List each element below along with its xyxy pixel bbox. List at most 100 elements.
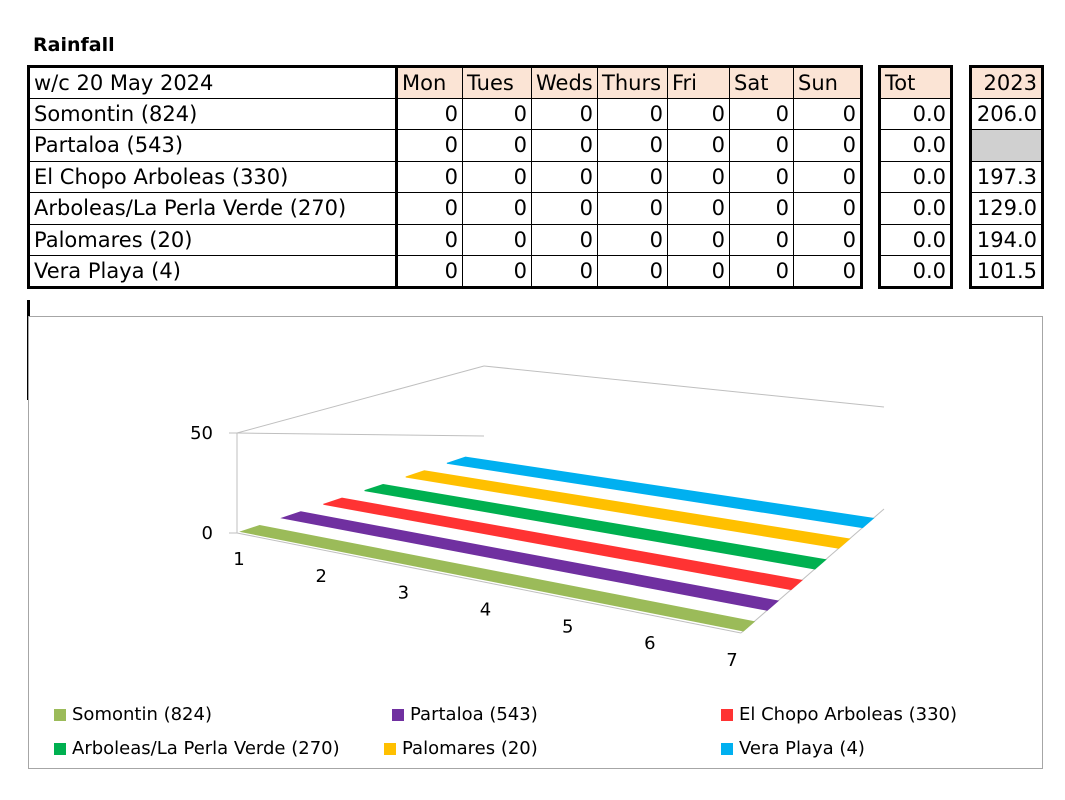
rain-cell: 0 (729, 223, 794, 256)
year-cell (970, 129, 1043, 162)
rain-cell: 0 (531, 192, 598, 225)
chart-area: 0 50 1 2 3 4 5 6 7 Somontin (824) Partaloa (543) E… (28, 316, 1043, 769)
legend-entry: Partaloa (543) (392, 704, 538, 725)
page-title: Rainfall (33, 34, 115, 56)
table-row: Partaloa (543) 0 0 0 0 0 0 0 (28, 129, 862, 162)
table-row: El Chopo Arboleas (330) 0 0 0 0 0 0 0 (28, 160, 862, 193)
legend-entry: Arboleas/La Perla Verde (270) (54, 738, 340, 759)
table-header-row: w/c 20 May 2024 Mon Tues Weds Thurs Fri … (28, 66, 862, 99)
table-row: Arboleas/La Perla Verde (270) 0 0 0 0 0 0 0 (28, 192, 862, 225)
rain-cell: 0 (729, 129, 794, 162)
rain-cell: 0 (396, 192, 463, 225)
back-wall-top (236, 432, 485, 437)
total-cell: 0.0 (879, 255, 952, 288)
legend-entry: El Chopo Arboleas (330) (721, 704, 957, 725)
year-cell: 101.5 (970, 255, 1043, 288)
rain-cell: 0 (396, 255, 463, 288)
legend-label: Partaloa (543) (410, 704, 538, 725)
rain-cell: 0 (667, 160, 730, 193)
station-name: Vera Playa (4) (28, 255, 398, 288)
legend-swatch (54, 742, 66, 755)
legend-swatch (54, 708, 66, 721)
series-ribbon (364, 483, 827, 570)
series-ribbon (239, 524, 756, 632)
left-wall-top (236, 365, 485, 434)
year-cell: 129.0 (970, 192, 1043, 225)
rain-cell: 0 (597, 129, 668, 162)
rain-cell: 0 (793, 223, 862, 256)
legend-entry: Somontin (824) (54, 704, 212, 725)
legend-label: Vera Playa (4) (739, 738, 865, 759)
rainfall-table: w/c 20 May 2024 Mon Tues Weds Thurs Fri … (27, 65, 863, 289)
table-row: Vera Playa (4) 0 0 0 0 0 0 0 (28, 255, 862, 288)
rain-cell: 0 (793, 129, 862, 162)
rain-cell: 0 (396, 129, 463, 162)
rain-cell: 0 (396, 97, 463, 130)
year-cell: 197.3 (970, 160, 1043, 193)
rain-cell: 0 (793, 160, 862, 193)
legend-swatch (721, 742, 733, 755)
total-cell: 0.0 (879, 129, 952, 162)
rain-cell: 0 (667, 255, 730, 288)
legend-swatch (392, 708, 404, 721)
legend-label: Somontin (824) (72, 704, 212, 725)
rain-cell: 0 (462, 192, 532, 225)
day-header-fri: Fri (667, 66, 730, 99)
rain-cell: 0 (793, 97, 862, 130)
year-header: 2023 (970, 66, 1043, 99)
x-tick-label: 3 (398, 583, 409, 604)
legend-entry: Palomares (20) (384, 738, 538, 759)
rain-cell: 0 (462, 255, 532, 288)
tot-header: Tot (879, 66, 952, 99)
rain-cell: 0 (729, 192, 794, 225)
chart-svg: 0 50 1 2 3 4 5 6 7 (190, 365, 885, 671)
table-row: Palomares (20) 0 0 0 0 0 0 0 (28, 223, 862, 256)
legend-swatch (721, 708, 733, 721)
series-ribbon (323, 497, 803, 591)
series-ribbon (405, 470, 851, 549)
day-header-sun: Sun (793, 66, 862, 99)
rain-cell: 0 (531, 160, 598, 193)
day-header-weds: Weds (531, 66, 598, 99)
rain-cell: 0 (729, 255, 794, 288)
rain-cell: 0 (531, 97, 598, 130)
rain-cell: 0 (793, 192, 862, 225)
rain-cell: 0 (531, 223, 598, 256)
rain-cell: 0 (462, 97, 532, 130)
station-name: El Chopo Arboleas (330) (28, 160, 398, 193)
rain-cell: 0 (667, 129, 730, 162)
x-tick-label: 1 (233, 549, 244, 570)
legend-label: Palomares (20) (402, 738, 538, 759)
x-tick-label: 7 (726, 650, 737, 671)
legend-label: Arboleas/La Perla Verde (270) (72, 738, 340, 759)
rain-cell: 0 (462, 223, 532, 256)
rain-cell: 0 (462, 160, 532, 193)
x-tick-label: 2 (315, 566, 326, 587)
table-row: Somontin (824) 0 0 0 0 0 0 0 (28, 97, 862, 130)
rain-cell: 0 (597, 97, 668, 130)
legend-swatch (384, 742, 396, 755)
back-wall-top-right (483, 365, 885, 408)
rain-cell: 0 (793, 255, 862, 288)
rain-cell: 0 (667, 97, 730, 130)
station-name: Palomares (20) (28, 223, 398, 256)
station-name: Arboleas/La Perla Verde (270) (28, 192, 398, 225)
total-cell: 0.0 (879, 160, 952, 193)
series-ribbon (446, 456, 875, 529)
day-header-mon: Mon (396, 66, 463, 99)
x-tick-label: 6 (644, 633, 655, 654)
rain-cell: 0 (531, 255, 598, 288)
y-tick-label: 0 (202, 523, 213, 544)
week-label: w/c 20 May 2024 (28, 66, 398, 99)
station-name: Partaloa (543) (28, 129, 398, 162)
rain-cell: 0 (462, 129, 532, 162)
y-tick-label: 50 (190, 423, 213, 444)
year-cell: 194.0 (970, 223, 1043, 256)
rain-cell: 0 (597, 255, 668, 288)
station-name: Somontin (824) (28, 97, 398, 130)
day-header-sat: Sat (729, 66, 794, 99)
rain-cell: 0 (667, 192, 730, 225)
rain-cell: 0 (396, 160, 463, 193)
rain-cell: 0 (531, 129, 598, 162)
day-header-tues: Tues (462, 66, 532, 99)
